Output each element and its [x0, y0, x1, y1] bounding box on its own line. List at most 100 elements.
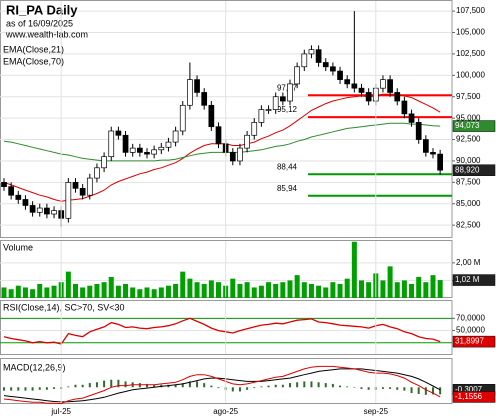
bar: [409, 283, 415, 298]
histogram-bar: [260, 386, 263, 388]
candle-body: [208, 104, 215, 128]
bar: [287, 280, 293, 298]
histogram-bar: [3, 387, 5, 391]
histogram-bar: [246, 387, 249, 390]
bar: [301, 282, 307, 298]
candle-body: [172, 130, 179, 143]
histogram-bar: [353, 387, 356, 388]
bar: [1, 287, 7, 298]
candle-body: [244, 134, 250, 149]
histogram-bar: [203, 383, 206, 388]
bar: [37, 283, 43, 298]
bar: [194, 282, 200, 298]
candle-body: [394, 92, 401, 102]
bar: [437, 280, 443, 298]
bar: [337, 283, 343, 298]
candle-body: [358, 87, 365, 93]
bar: [387, 266, 393, 298]
bar: [73, 283, 78, 298]
last-value-label: 1,02 M: [455, 275, 480, 284]
histogram-bar: [360, 387, 363, 389]
histogram-bar: [367, 387, 370, 390]
y-tick-label: 87,500: [456, 177, 481, 186]
candle-body: [8, 186, 14, 196]
last-value-box: [452, 391, 496, 403]
histogram-bar: [432, 387, 434, 395]
candle-body: [415, 122, 422, 140]
chart-title: RI_PA Daily: [6, 2, 78, 17]
histogram-bar: [17, 387, 20, 391]
bar: [158, 287, 164, 298]
histogram-bar: [74, 384, 77, 388]
bar: [173, 283, 179, 298]
bar: [394, 282, 400, 298]
y-tick-label: 82,500: [456, 220, 481, 229]
last-value-label: -1,1556: [455, 392, 483, 401]
macd-line: [3, 368, 441, 403]
bar: [165, 285, 171, 298]
candle-body: [36, 207, 43, 213]
panel-title: MACD(12,26,9): [3, 362, 66, 372]
histogram-bar: [324, 383, 327, 388]
histogram-bar: [196, 381, 199, 388]
histogram-bar: [317, 382, 320, 388]
bar: [258, 285, 264, 298]
histogram-bar: [281, 384, 284, 388]
x-tick-label: jul-25: [50, 407, 71, 416]
last-value-box: [452, 335, 496, 348]
candle-body: [72, 182, 79, 189]
bar: [230, 278, 236, 298]
histogram-bar: [24, 387, 27, 391]
histogram-bar: [410, 387, 413, 394]
rsi-line: [3, 317, 441, 345]
bar: [94, 283, 100, 298]
histogram-bar: [53, 387, 56, 389]
bar: [108, 276, 114, 298]
candle-body: [187, 79, 193, 106]
candle-body: [129, 147, 136, 153]
histogram-bar: [424, 387, 427, 395]
candle-body: [15, 194, 22, 200]
candle-body: [337, 70, 343, 80]
histogram-bar: [10, 387, 13, 391]
bar: [266, 282, 272, 298]
histogram-bar: [267, 385, 270, 388]
candle-body: [94, 167, 100, 179]
candle-body: [308, 49, 315, 55]
panel-frame: [0, 0, 453, 238]
candle-body: [430, 152, 436, 155]
histogram-bar: [289, 383, 291, 388]
macd-line: [3, 365, 441, 405]
histogram-bar: [153, 384, 156, 388]
candle-body: [229, 152, 236, 162]
candle-body: [401, 100, 408, 115]
histogram-bar: [296, 382, 299, 388]
bar: [237, 283, 243, 298]
last-value-box: [452, 164, 496, 176]
y-tick-label: 100,000: [456, 70, 485, 79]
ema-line: [3, 122, 441, 162]
candle-body: [294, 66, 300, 85]
histogram-bar: [339, 385, 342, 388]
candle-body: [315, 49, 322, 63]
bar: [87, 285, 93, 298]
histogram-bar: [303, 381, 306, 388]
bar: [344, 278, 350, 298]
y-tick-label: 70,0000: [456, 313, 485, 322]
bar: [316, 285, 322, 298]
last-value-label: -0,3007: [455, 385, 483, 394]
last-value-box: [452, 274, 496, 286]
candle-body: [280, 96, 286, 102]
histogram-bar: [103, 380, 106, 388]
bar: [80, 287, 86, 298]
candle-body: [344, 79, 351, 85]
bar: [294, 275, 300, 298]
last-value-label: 94,073: [455, 121, 480, 130]
panel-frame: [0, 358, 453, 404]
candle-body: [137, 147, 143, 153]
bar: [30, 289, 36, 298]
candle-body: [86, 177, 93, 196]
histogram-bar: [396, 387, 399, 390]
